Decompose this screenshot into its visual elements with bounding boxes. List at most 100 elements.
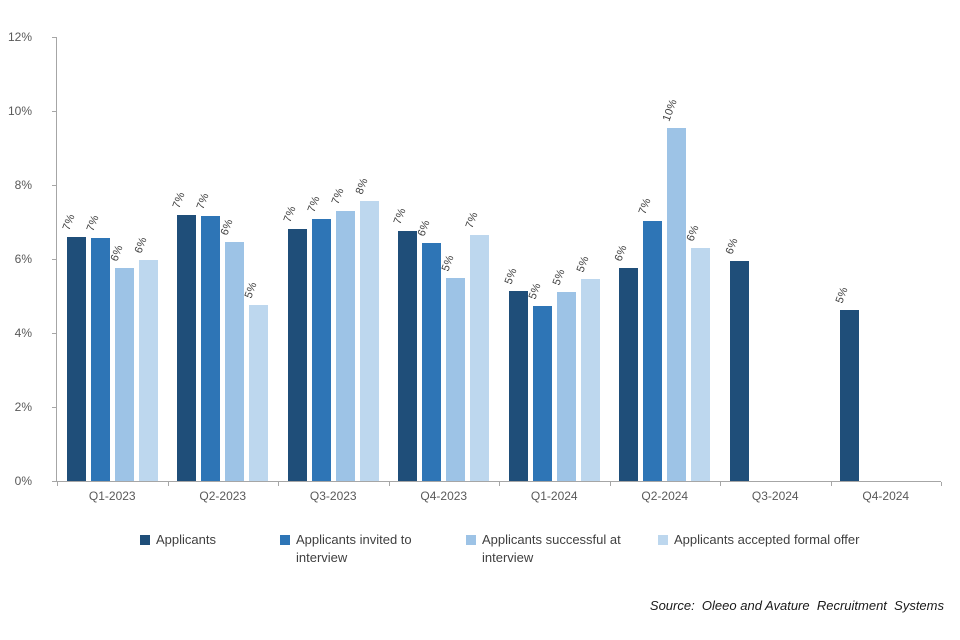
- legend-swatch: [466, 535, 476, 545]
- x-category-label: Q3-2023: [309, 489, 357, 503]
- x-tick-mark: [278, 482, 279, 486]
- bar-value-label: 7%: [84, 213, 102, 233]
- bar-value-label: 5%: [526, 281, 544, 301]
- bar: [335, 210, 355, 481]
- x-tick-mark: [388, 482, 390, 486]
- bar-value-label: 7%: [305, 194, 323, 215]
- legend-item: Applicants: [140, 531, 216, 549]
- bar-value-label: 5%: [502, 266, 520, 287]
- bar: [359, 201, 379, 481]
- bar: [619, 267, 639, 481]
- bar-value-label: 7%: [329, 186, 347, 206]
- legend-item: Applicants invited to interview: [280, 531, 418, 567]
- y-tick-label: 8%: [14, 178, 32, 192]
- bar: [398, 230, 418, 481]
- bar: [201, 216, 221, 481]
- x-category-label: Q3-2024: [751, 489, 799, 503]
- bar-value-label: 8%: [353, 176, 371, 197]
- legend-label: Applicants: [156, 532, 216, 547]
- y-tick-mark: [52, 110, 56, 112]
- bar: [225, 241, 245, 481]
- bar-value-label: 6%: [108, 243, 126, 264]
- bar-value-label: 7%: [60, 212, 78, 232]
- y-tick-mark: [52, 406, 56, 408]
- x-tick-mark: [830, 482, 832, 486]
- plot-area: 0% 2% 4% 6% 8% 10% 12% 7% 7% 6% 6% 7% 7% 6% 5% 7% 7% 7% 8…: [8, 30, 942, 503]
- bar: [840, 310, 860, 481]
- bar-value-label: 6%: [723, 236, 741, 256]
- y-tick-label: 4%: [14, 326, 32, 340]
- y-axis-line: [56, 37, 57, 481]
- bar: [446, 277, 466, 481]
- legend-swatch: [280, 535, 290, 545]
- x-tick-mark: [609, 482, 611, 486]
- bar: [287, 229, 307, 481]
- bar: [556, 291, 576, 481]
- bar: [643, 220, 663, 481]
- bar-value-label: 6%: [415, 218, 433, 239]
- bar-value-label: 7%: [170, 190, 188, 210]
- bar-value-label: 7%: [281, 204, 299, 225]
- y-tick-mark: [52, 36, 56, 38]
- legend-label: Applicants accepted formal offer: [674, 532, 860, 547]
- bar-value-label: 10%: [660, 97, 680, 123]
- y-tick-label: 10%: [7, 104, 32, 118]
- y-tick-label: 6%: [14, 252, 32, 266]
- bar-value-label: 6%: [218, 217, 236, 237]
- legend-label: Applicants invited to interview: [296, 532, 412, 565]
- x-category-label: Q2-2024: [641, 489, 689, 503]
- bar: [311, 219, 331, 481]
- x-tick-mark: [167, 482, 169, 486]
- bar: [470, 234, 490, 481]
- bar: [729, 260, 749, 481]
- x-tick-mark: [499, 482, 500, 486]
- legend: Applicants Applicants invited to intervie…: [0, 531, 960, 581]
- bar: [66, 236, 86, 481]
- bar-value-label: 6%: [612, 243, 630, 263]
- source-note: Source: Oleeo and Avature Recruitment Sy…: [649, 598, 944, 613]
- legend-item: Applicants accepted formal offer: [658, 531, 859, 549]
- bar: [90, 237, 110, 481]
- y-tick-label: 12%: [7, 30, 32, 44]
- x-category-label: Q4-2023: [420, 489, 468, 503]
- x-tick-mark: [941, 482, 942, 486]
- bar: [422, 243, 442, 481]
- y-tick-label: 0%: [14, 474, 32, 488]
- bar: [532, 305, 552, 481]
- bar-value-label: 5%: [439, 253, 457, 273]
- bar-value-label: 7%: [636, 196, 654, 216]
- x-category-label: Q2-2023: [199, 489, 247, 503]
- y-tick-mark: [52, 184, 56, 186]
- x-tick-mark: [57, 482, 58, 486]
- legend-swatch: [658, 535, 668, 545]
- y-tick-label: 2%: [14, 400, 32, 414]
- bar-value-label: 7%: [194, 191, 212, 212]
- bar-value-label: 6%: [132, 235, 150, 255]
- bar-value-label: 5%: [833, 285, 851, 306]
- bar: [177, 214, 197, 481]
- bar: [580, 279, 600, 481]
- x-axis-line: [56, 481, 941, 482]
- legend-item: Applicants successful at interview: [466, 531, 622, 567]
- bar-value-label: 7%: [391, 206, 409, 226]
- legend-label: Applicants successful at interview: [482, 532, 621, 565]
- x-category-label: Q4-2024: [862, 489, 910, 503]
- legend-swatch: [140, 535, 150, 545]
- bar: [667, 127, 687, 481]
- y-tick-mark: [52, 480, 56, 482]
- bar: [138, 259, 158, 481]
- x-category-label: Q1-2023: [88, 489, 136, 503]
- bar: [508, 291, 528, 481]
- bar: [691, 247, 711, 481]
- y-tick-mark: [52, 332, 56, 334]
- bar: [114, 268, 134, 481]
- bar-value-label: 7%: [463, 210, 481, 230]
- bar-value-label: 5%: [574, 254, 592, 275]
- x-tick-mark: [720, 482, 721, 486]
- bar-value-label: 6%: [684, 223, 702, 243]
- bar: [249, 304, 269, 481]
- bar-value-label: 5%: [242, 280, 260, 300]
- x-category-label: Q1-2024: [530, 489, 578, 503]
- bar-value-label: 5%: [550, 267, 568, 287]
